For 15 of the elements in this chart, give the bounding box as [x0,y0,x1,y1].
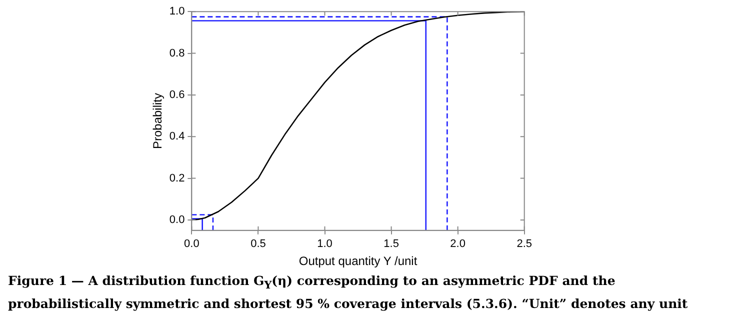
x-tick-label: 2.5 [516,238,532,250]
x-tick-label: 0.0 [184,238,200,250]
y-tick-label: 0.8 [169,47,185,60]
y-tick-label: 0.2 [169,172,185,184]
y-tick-label: 1.0 [169,6,185,18]
y-axis-title: Probability [150,92,165,150]
x-tick-label: 2.0 [450,238,466,250]
x-axis-title: Output quantity Y /unit [298,254,418,268]
x-tick-label: 0.5 [250,238,266,250]
y-tick-label: 0.0 [169,214,185,226]
x-tick-label: 1.5 [384,238,399,250]
x-tick-label: 1.0 [317,238,332,250]
y-tick-label: 0.4 [169,130,185,143]
caption: Figure 1 — A distribution function G$_{Y}$(η) corresponding to an asymmetric PDF and the probabilistically symmetric and shortest 95 % coverage intervals (5.3.6). “Unit” denotes any unit [8,272,689,312]
y-tick-label: 0.6 [169,88,185,101]
